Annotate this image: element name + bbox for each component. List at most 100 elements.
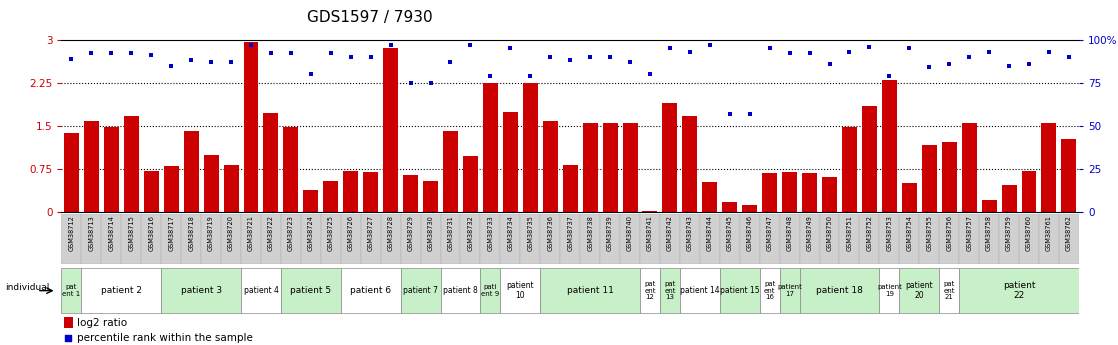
Point (980, 49, 998, 55)
FancyBboxPatch shape (899, 268, 939, 313)
Bar (241, 214, 260, 264)
Text: pat
ent
21: pat ent 21 (944, 281, 955, 300)
Point (202, 59, 220, 65)
Bar (404, 175, 418, 212)
Bar (742, 205, 757, 212)
FancyBboxPatch shape (880, 268, 899, 313)
Bar (1061, 139, 1077, 212)
Text: GSM38735: GSM38735 (528, 215, 533, 251)
Bar (600, 214, 620, 264)
Bar (323, 180, 339, 212)
FancyBboxPatch shape (281, 268, 341, 313)
Point (342, 54, 360, 60)
Point (1001, 63, 1018, 68)
Text: patient 4: patient 4 (244, 286, 278, 295)
Point (661, 46, 679, 51)
Point (1060, 54, 1078, 60)
Bar (122, 214, 141, 264)
FancyBboxPatch shape (241, 268, 281, 313)
Bar (982, 199, 996, 212)
Point (322, 51, 340, 56)
Bar (840, 214, 860, 264)
Point (622, 59, 639, 65)
Bar (141, 214, 161, 264)
Text: GSM38757: GSM38757 (966, 215, 973, 252)
Bar (959, 214, 979, 264)
Text: GSM38724: GSM38724 (307, 215, 314, 252)
FancyBboxPatch shape (660, 268, 680, 313)
Point (940, 61, 958, 67)
Bar (919, 214, 939, 264)
Text: patient 2: patient 2 (101, 286, 142, 295)
FancyBboxPatch shape (61, 268, 82, 313)
Text: patient 11: patient 11 (567, 286, 614, 295)
Bar (620, 214, 639, 264)
Bar (483, 83, 498, 212)
Text: GSM38752: GSM38752 (866, 215, 872, 252)
Text: patient
22: patient 22 (1003, 281, 1035, 300)
Point (721, 111, 739, 117)
FancyBboxPatch shape (341, 268, 400, 313)
Bar (463, 156, 477, 212)
Bar (799, 214, 819, 264)
Point (381, 42, 399, 48)
FancyBboxPatch shape (779, 268, 799, 313)
Bar (762, 173, 777, 212)
Bar (663, 103, 678, 212)
Text: GSM38747: GSM38747 (767, 215, 773, 252)
FancyBboxPatch shape (82, 268, 161, 313)
Point (541, 54, 559, 60)
Bar (722, 202, 737, 212)
Bar (682, 116, 698, 212)
Point (521, 73, 539, 79)
Text: GSM38722: GSM38722 (268, 215, 274, 252)
Bar (82, 214, 102, 264)
Text: log2 ratio: log2 ratio (76, 318, 126, 328)
Text: GSM38738: GSM38738 (587, 215, 594, 251)
Bar (161, 214, 181, 264)
Text: GSM38755: GSM38755 (926, 215, 932, 252)
Point (302, 71, 320, 77)
Bar (102, 214, 122, 264)
Text: GSM38737: GSM38737 (567, 215, 574, 251)
Text: GSM38717: GSM38717 (168, 215, 174, 251)
Point (501, 46, 519, 51)
Text: GSM38728: GSM38728 (388, 215, 394, 252)
Bar (1039, 214, 1059, 264)
Text: GSM38726: GSM38726 (348, 215, 353, 252)
Point (861, 44, 879, 49)
Bar (819, 214, 840, 264)
Point (362, 54, 380, 60)
Text: patient 7: patient 7 (404, 286, 438, 295)
Text: GSM38727: GSM38727 (368, 215, 373, 252)
Bar (523, 83, 538, 212)
Bar (560, 214, 580, 264)
Bar (802, 173, 817, 212)
Text: GSM38760: GSM38760 (1026, 215, 1032, 252)
Text: patient
10: patient 10 (506, 281, 534, 300)
Text: GSM38734: GSM38734 (508, 215, 513, 251)
Point (880, 73, 898, 79)
Text: pati
ent 9: pati ent 9 (481, 284, 500, 297)
FancyBboxPatch shape (440, 268, 481, 313)
Bar (440, 214, 461, 264)
Bar (562, 165, 578, 212)
FancyBboxPatch shape (799, 268, 880, 313)
Bar (639, 214, 660, 264)
Bar (520, 214, 540, 264)
Bar (720, 214, 740, 264)
Point (581, 54, 599, 60)
Bar (443, 130, 458, 212)
Point (262, 51, 280, 56)
Bar (183, 130, 199, 212)
Text: patient 8: patient 8 (443, 286, 477, 295)
Bar (284, 127, 299, 212)
Bar (264, 113, 278, 212)
Bar (899, 214, 919, 264)
Bar (203, 155, 219, 212)
Bar (603, 123, 617, 212)
Text: GSM38712: GSM38712 (68, 215, 75, 251)
Bar (503, 111, 518, 212)
Point (103, 51, 121, 56)
Text: GSM38723: GSM38723 (288, 215, 294, 251)
